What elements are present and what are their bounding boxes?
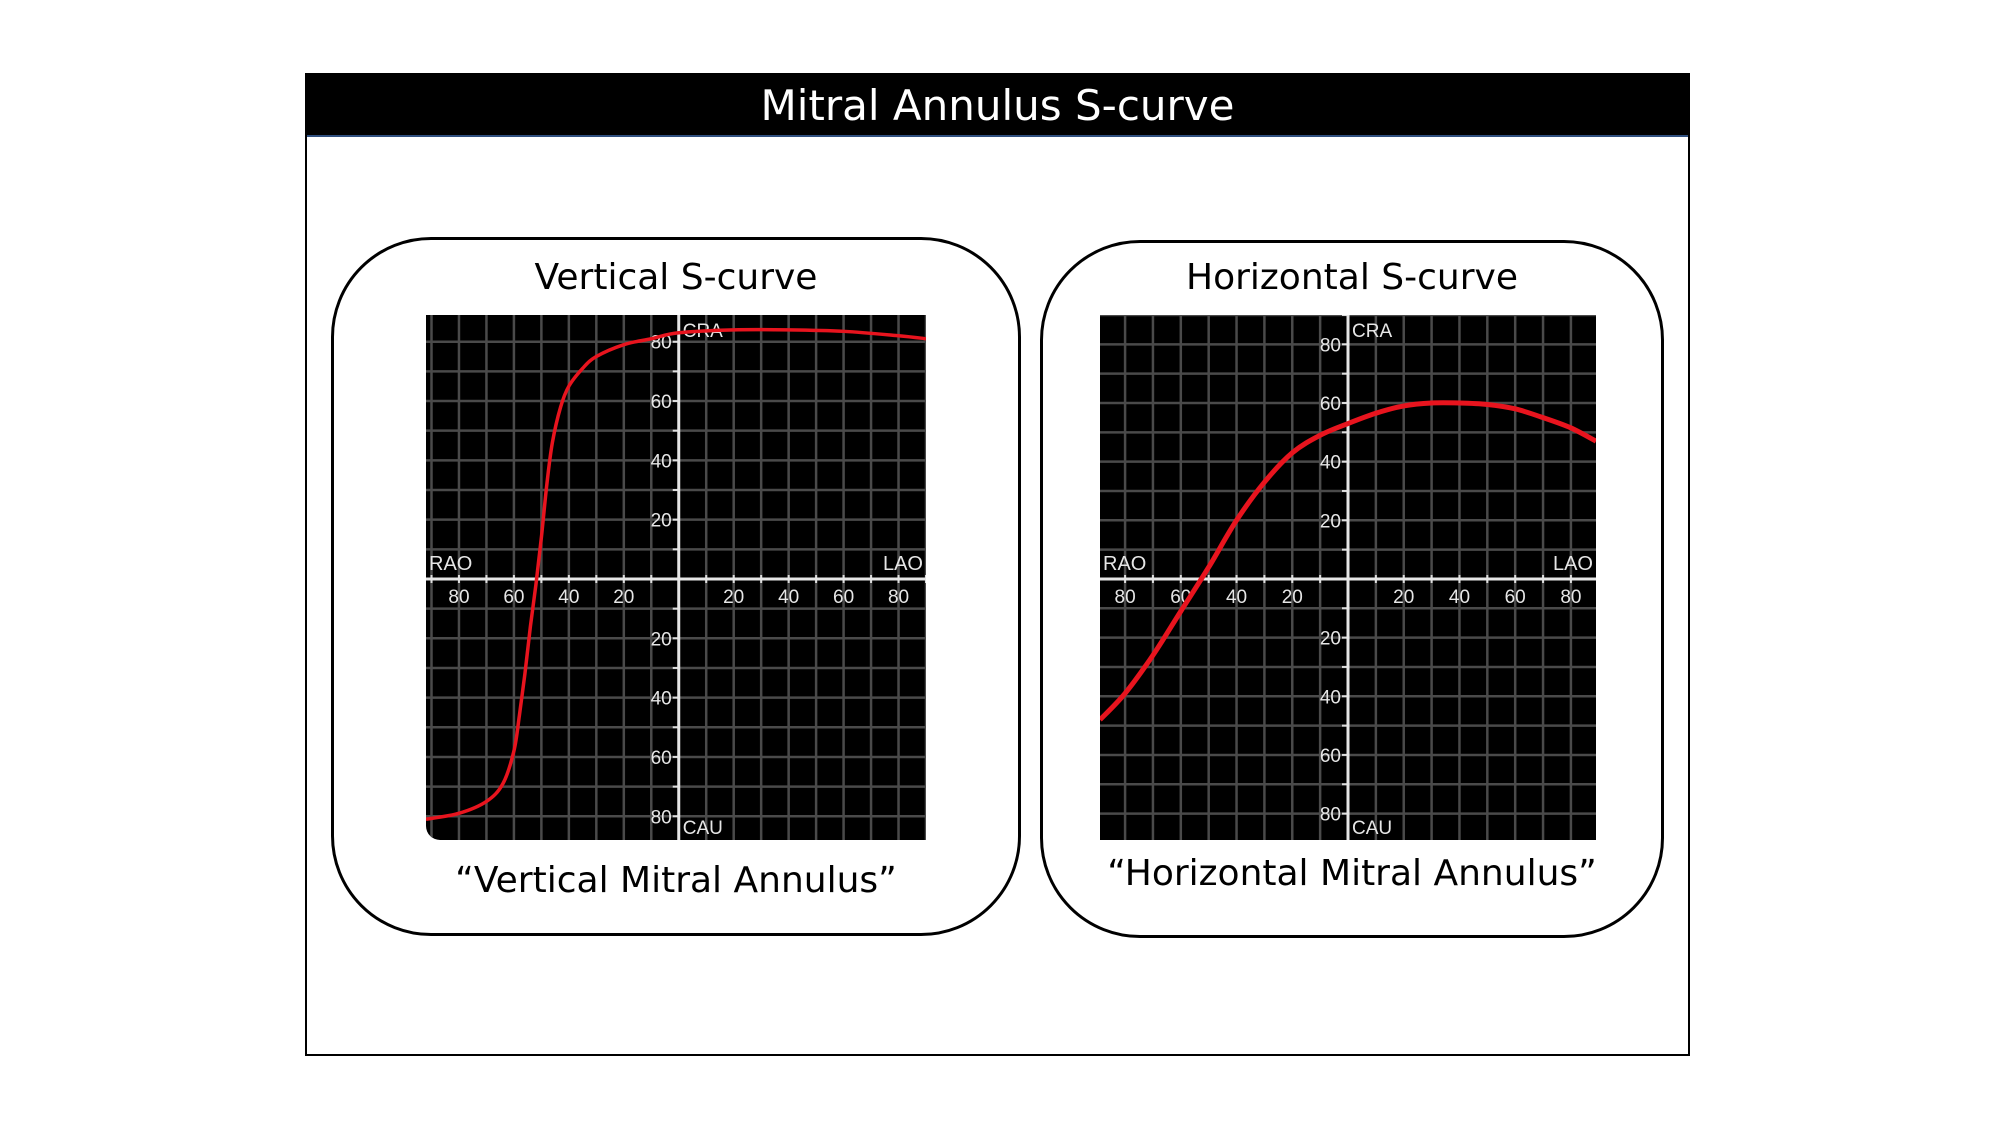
s-curve-line [1100,400,1596,722]
y-tick-label: 20 [651,629,672,650]
y-tick-label: 60 [1320,746,1341,767]
s-curve-line [426,327,926,821]
panel-caption: “Vertical Mitral Annulus” [455,860,897,901]
y-tick-label: 40 [1320,453,1341,474]
panel-caption: “Horizontal Mitral Annulus” [1107,853,1597,894]
y-tick-label: 20 [1320,511,1341,532]
y-tick-label: 40 [651,451,672,472]
y-tick-label: 40 [651,689,672,710]
axis-label-cra: CRA [1352,321,1392,342]
axis-label-lao: LAO [1553,553,1593,575]
x-tick-label: 80 [1115,587,1136,608]
y-tick-label: 60 [1320,394,1341,415]
y-tick-label: 80 [651,807,672,828]
axis-label-lao: LAO [883,553,923,575]
x-tick-label: 40 [1449,587,1470,608]
axis-label-rao: RAO [1103,553,1146,575]
panel-title: Vertical S-curve [534,257,818,298]
x-tick-label: 40 [1226,587,1247,608]
axis-label-rao: RAO [429,553,472,575]
x-tick-label: 60 [1505,587,1526,608]
x-tick-label: 60 [503,587,524,608]
y-tick-label: 20 [1320,629,1341,650]
slide-title: Mitral Annulus S-curve [307,75,1688,137]
x-tick-label: 40 [558,587,579,608]
y-tick-label: 20 [651,511,672,532]
x-tick-label: 80 [448,587,469,608]
x-tick-label: 40 [778,587,799,608]
x-tick-label: 80 [1560,587,1581,608]
x-tick-label: 80 [888,587,909,608]
y-tick-label: 60 [651,392,672,413]
x-tick-label: 20 [1282,587,1303,608]
x-tick-label: 60 [833,587,854,608]
x-tick-label: 20 [613,587,634,608]
axis-label-cau: CAU [683,818,723,839]
x-tick-label: 20 [1393,587,1414,608]
panel-title: Horizontal S-curve [1186,257,1518,298]
y-tick-label: 80 [1320,805,1341,826]
x-tick-label: 20 [723,587,744,608]
axis-label-cau: CAU [1352,818,1392,839]
y-tick-label: 40 [1320,687,1341,708]
y-tick-label: 80 [1320,335,1341,356]
y-tick-label: 60 [651,748,672,769]
